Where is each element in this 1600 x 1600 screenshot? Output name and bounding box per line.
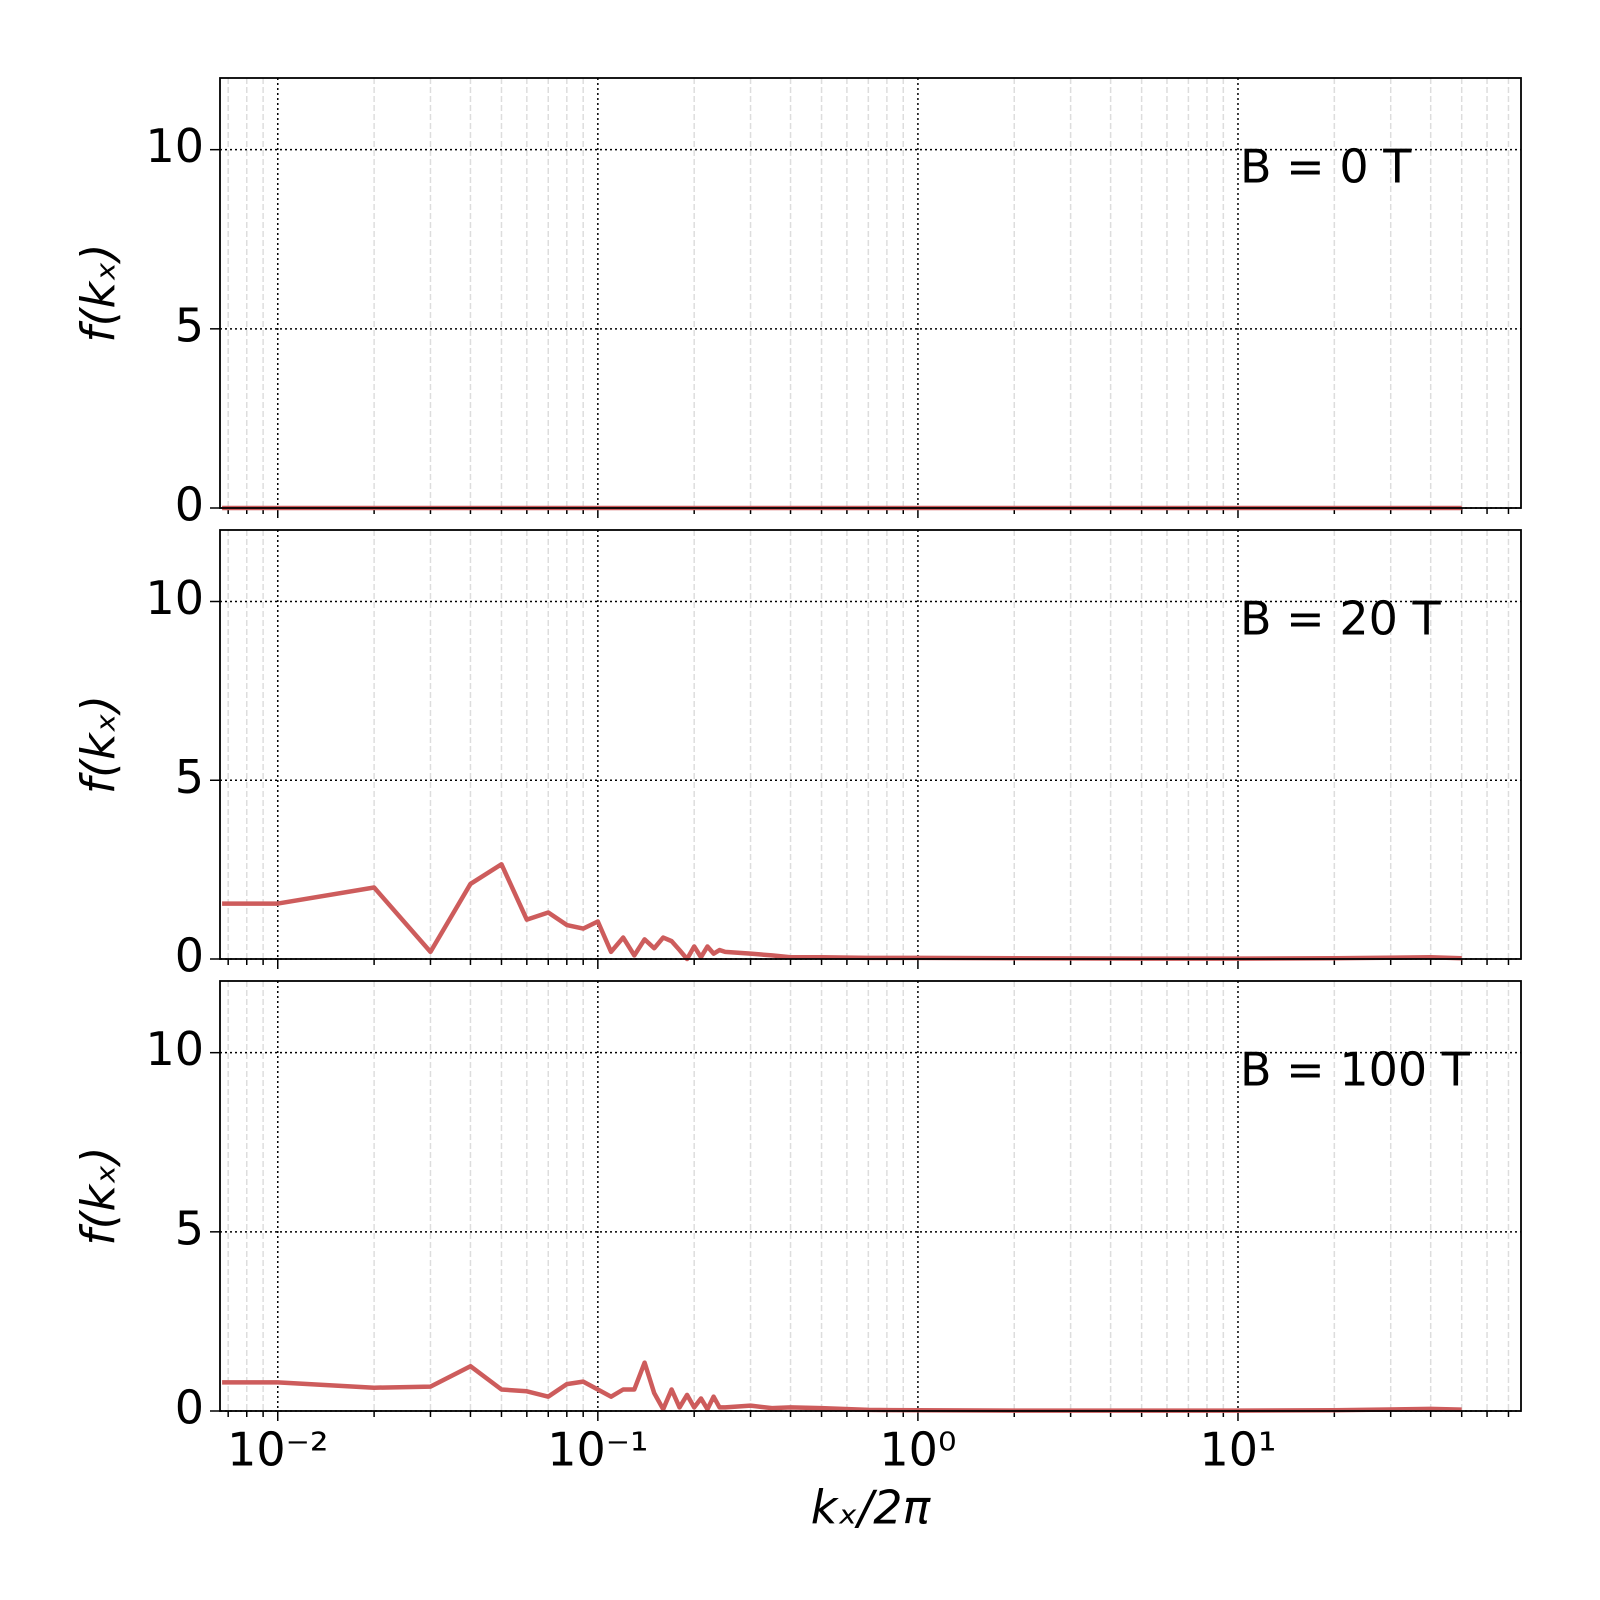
- y-tick-label: 10: [145, 119, 204, 173]
- x-tick-label: 10⁻²: [227, 1423, 328, 1477]
- y-tick-label: 10: [145, 1022, 204, 1076]
- x-tick-label: 10⁻¹: [547, 1423, 648, 1477]
- y-tick-label: 0: [175, 1381, 204, 1435]
- y-tick-label: 5: [175, 298, 204, 352]
- y-tick-label: 10: [145, 571, 204, 625]
- annotation: B = 100 T: [1240, 1043, 1471, 1097]
- annotation: B = 20 T: [1240, 592, 1442, 646]
- y-tick-label: 0: [175, 478, 204, 532]
- y-axis-label: f(kₓ): [72, 1146, 126, 1245]
- axes-frame: [219, 77, 1522, 509]
- y-axis-label: f(kₓ): [72, 243, 126, 342]
- x-tick-label: 10¹: [1199, 1423, 1276, 1477]
- axes-frame: [219, 529, 1522, 960]
- data-line: [222, 862, 1462, 962]
- y-axis-label: f(kₓ): [72, 695, 126, 794]
- y-tick-label: 5: [175, 750, 204, 804]
- data-line: [222, 1360, 1462, 1413]
- y-tick-label: 0: [175, 929, 204, 983]
- annotation: B = 0 T: [1240, 140, 1412, 194]
- x-axis-label: kₓ/2π: [811, 1481, 932, 1535]
- y-tick-label: 5: [175, 1201, 204, 1255]
- axes-frame: [219, 980, 1522, 1412]
- x-tick-label: 10⁰: [879, 1423, 956, 1477]
